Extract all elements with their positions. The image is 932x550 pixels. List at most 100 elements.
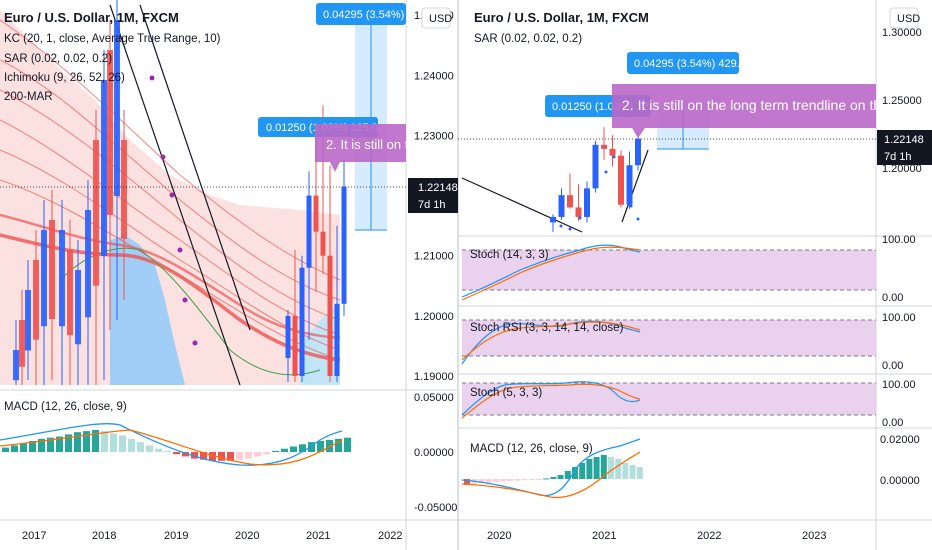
right-macd-tick-1: 0.00000	[880, 475, 920, 487]
left-time-axis[interactable]: 2017 2018 2019 2020 2021 2022	[22, 530, 402, 542]
right-indicator-sar[interactable]: SAR (0.02, 0.02, 0.2)	[474, 33, 582, 45]
right-macd-pane[interactable]	[461, 438, 643, 499]
macd-hist-bar	[500, 479, 506, 482]
hist-candle-body	[75, 270, 81, 345]
trendline-right-2[interactable]	[621, 149, 649, 223]
left-recent-candles	[285, 105, 347, 382]
candle-body	[609, 148, 616, 156]
stoch3-label[interactable]: Stoch (5, 3, 3)	[470, 387, 542, 399]
left-price-tick: 1.23000	[414, 130, 454, 142]
stoch2-tick-100: 100.00	[882, 312, 916, 324]
left-indicator-ichimoku[interactable]: Ichimoku (9, 26, 52, 26)	[4, 72, 125, 84]
macd-hist-bar	[263, 452, 270, 455]
right-price-axis[interactable]: 1.30000 1.25000 1.20000	[882, 27, 922, 175]
stoch1-tick-100: 100.00	[882, 234, 916, 246]
macd-hist-bar	[227, 452, 234, 461]
right-price-tick: 1.30000	[882, 27, 922, 39]
candle-body	[550, 216, 556, 223]
hist-candle-body	[101, 80, 107, 256]
measure-label-big-right[interactable]	[627, 52, 739, 74]
candle-body	[558, 195, 565, 217]
sar-dot	[169, 192, 175, 198]
macd-hist-bar	[146, 445, 153, 452]
macd-hist-bar	[101, 431, 108, 452]
right-currency-button[interactable]	[889, 7, 919, 29]
annotation-text-left: 2. It is still on the long term trendlin…	[326, 137, 567, 152]
macd-hist-bar	[629, 465, 636, 479]
annotation-callout-right[interactable]	[612, 84, 876, 138]
right-time-tick: 2021	[592, 530, 616, 542]
left-macd-tick: 0.00000	[414, 447, 454, 459]
hist-candle-body	[107, 50, 113, 215]
right-time-axis[interactable]: 2020 2021 2022 2023	[487, 530, 826, 542]
sar-dot	[629, 204, 633, 208]
candle-body	[313, 195, 319, 232]
macd-hist-bar	[586, 459, 593, 479]
macd-hist-bar	[20, 443, 27, 452]
stoch-panes[interactable]	[461, 244, 876, 419]
stoch2-label[interactable]: Stoch RSI (3, 3, 14, 14, close)	[470, 322, 624, 334]
candle-body	[584, 188, 590, 217]
measure-label-big-left[interactable]	[316, 3, 406, 25]
left-indicator-ma[interactable]: 200-MAR	[4, 91, 53, 103]
stoch1-label[interactable]: Stoch (14, 3, 3)	[470, 249, 549, 261]
left-price-axis[interactable]: 1.250001.240001.230001.210001.200001.190…	[414, 10, 454, 383]
macd-hist-bar	[65, 434, 72, 452]
right-macd-label[interactable]: MACD (12, 26, close, 9)	[470, 443, 593, 455]
right-countdown-badge	[877, 148, 932, 165]
ma-200-line	[0, 233, 341, 362]
left-chart-title[interactable]: Euro / U.S. Dollar, 1M, FXCM	[4, 10, 179, 25]
macd-hist-bar	[335, 438, 342, 452]
ichimoku-cloud-blue	[110, 235, 185, 385]
hist-candle-body	[93, 140, 99, 286]
sar-dot	[604, 170, 608, 174]
left-macd-label[interactable]: MACD (12, 26, close, 9)	[4, 401, 127, 413]
left-countdown-badge	[408, 196, 458, 213]
left-indicator-kc[interactable]: KC (20, 1, close, Average True Range, 10…	[4, 33, 221, 45]
macd-hist-bar	[317, 441, 324, 452]
macd-hist-bar	[272, 450, 279, 452]
macd-hist-bar	[600, 455, 607, 479]
trendline-right-1[interactable]	[461, 177, 583, 233]
macd-hist-bar	[128, 438, 135, 452]
hist-candle-body	[59, 230, 65, 327]
left-macd-axis: 0.05000 0.00000 -0.05000	[414, 392, 457, 514]
macd-hist-bar	[326, 439, 333, 452]
left-indicator-sar[interactable]: SAR (0.02, 0.02, 0.2)	[4, 53, 112, 65]
left-macd-pane[interactable]	[0, 423, 351, 466]
left-time-tick: 2022	[378, 530, 402, 542]
stoch-band	[462, 320, 876, 356]
measure-text-big-right: 0.04295 (3.54%) 429.5	[634, 58, 746, 70]
macd-hist-bar	[11, 445, 18, 452]
left-price-pane[interactable]	[0, 0, 406, 386]
right-last-price-text: 1.22148	[884, 134, 924, 146]
macd-hist-bar	[209, 452, 216, 461]
left-price-tick: 1.21000	[414, 251, 454, 263]
sar-dot	[584, 203, 588, 207]
right-price-tick: 1.25000	[882, 95, 922, 107]
right-macd-tick-0: 0.02000	[880, 434, 920, 446]
macd-hist-bar	[507, 479, 514, 481]
hist-candle-body	[13, 350, 19, 381]
left-currency-button[interactable]	[421, 7, 451, 29]
left-macd-tick: 0.05000	[414, 392, 454, 404]
trendline-left-1[interactable]	[109, 4, 241, 386]
sar-dot	[612, 155, 616, 159]
macd-hist-bar	[593, 457, 600, 479]
annotation-callout-left[interactable]	[315, 124, 406, 172]
stoch1-tick-0: 0.00	[882, 292, 903, 304]
macd-hist-bar	[579, 463, 586, 479]
hist-candle-body	[41, 230, 47, 327]
candle-body	[567, 195, 573, 208]
macd-hist-bar	[464, 479, 470, 485]
macd-hist-bar	[56, 436, 63, 452]
macd-hist-bar	[191, 452, 198, 459]
left-price-tick: 1.19000	[414, 371, 454, 383]
stoch-band	[462, 250, 876, 290]
macd-hist-bar	[557, 475, 564, 479]
trendline-left-2[interactable]	[139, 4, 251, 331]
macd-hist-bar	[308, 442, 315, 452]
right-chart-title[interactable]: Euro / U.S. Dollar, 1M, FXCM	[474, 10, 649, 25]
macd-hist-bar	[47, 437, 54, 452]
right-time-tick: 2022	[697, 530, 721, 542]
